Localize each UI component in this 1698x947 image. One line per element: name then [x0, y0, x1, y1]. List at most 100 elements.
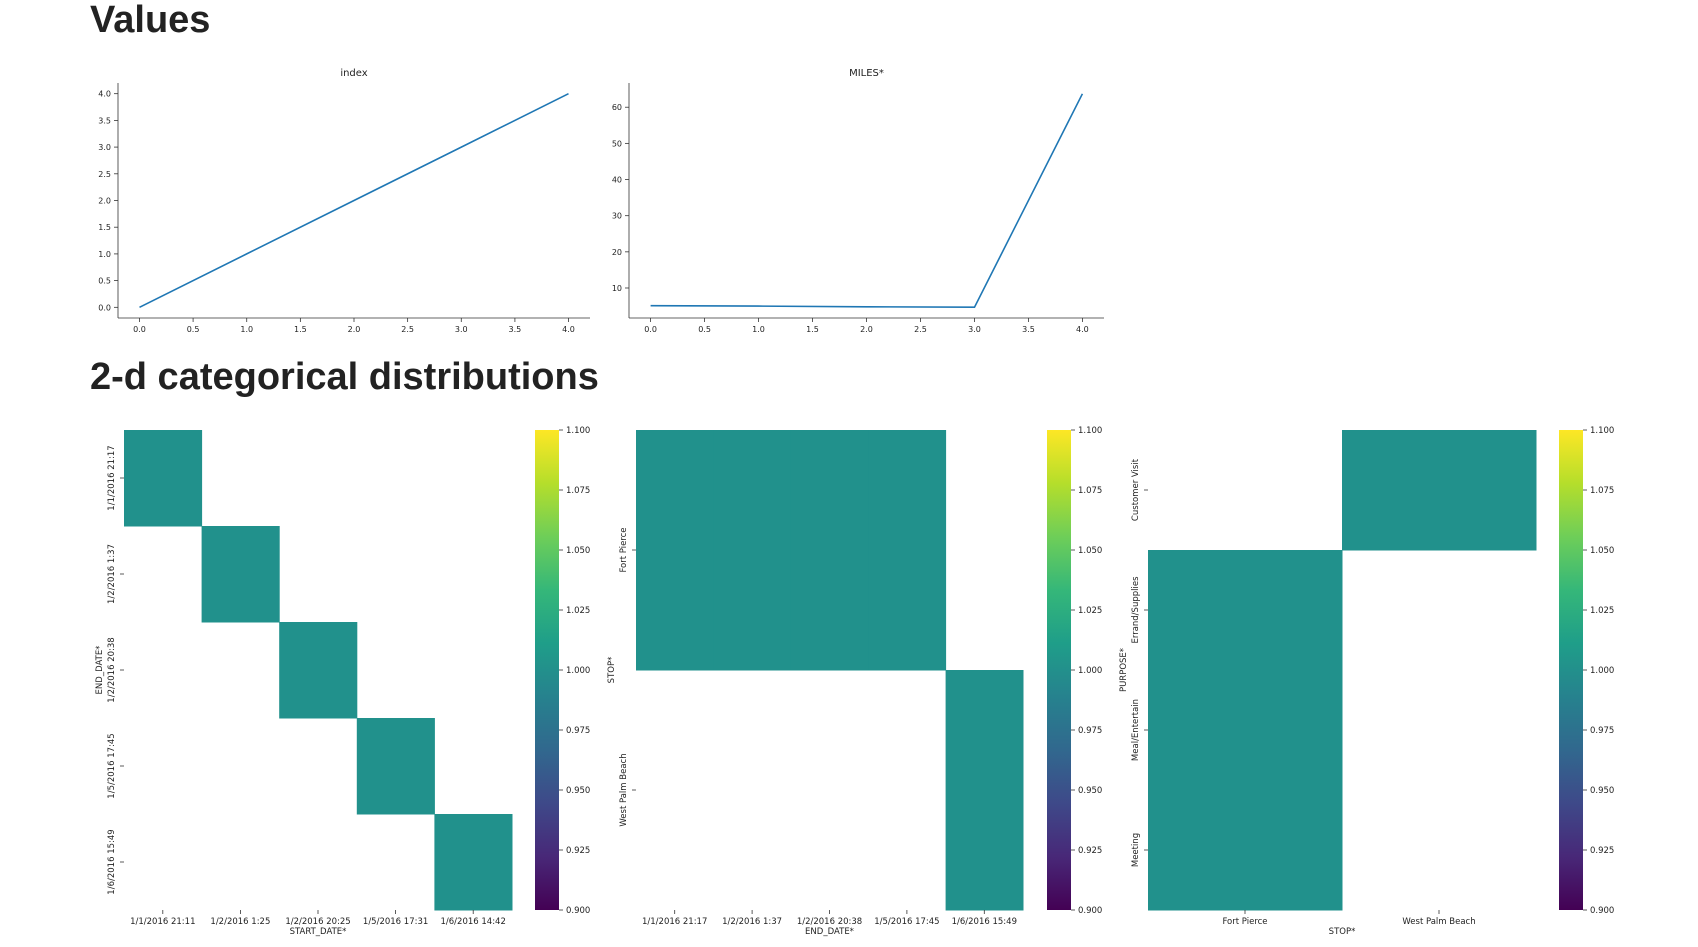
y-tick-label: 1/6/2016 15:49	[107, 829, 117, 894]
chart-title: index	[340, 68, 367, 79]
values-section-title: Values	[90, 0, 211, 41]
y-tick-label: 60	[612, 103, 622, 112]
y-tick-label: 2.0	[98, 197, 111, 206]
heatmap-cell	[124, 430, 203, 527]
y-tick-label: 2.5	[98, 170, 111, 179]
heatmap-cell	[1148, 670, 1343, 791]
colorbar-tick-label: 1.100	[1590, 426, 1614, 436]
x-tick-label: 1.0	[752, 325, 765, 334]
y-tick-label: Fort Pierce	[619, 527, 629, 572]
colorbar-tick-label: 0.975	[566, 726, 590, 736]
x-tick-label: 2.5	[914, 325, 927, 334]
x-tick-label: 1/2/2016 1:25	[210, 917, 270, 927]
x-tick-label: 1/5/2016 17:45	[874, 917, 939, 927]
y-tick-label: 1.0	[98, 250, 111, 259]
y-tick-label: 1/2/2016 20:38	[107, 637, 117, 702]
y-tick-label: 1/1/2016 21:17	[107, 445, 117, 510]
y-tick-label: Meal/Entertain	[1131, 699, 1141, 761]
x-tick-label: 0.0	[644, 325, 657, 334]
colorbar-tick-label: 1.050	[566, 546, 590, 556]
series-line	[139, 92, 569, 309]
y-axis-label: PURPOSE*	[1119, 648, 1129, 692]
x-tick-label: 1/2/2016 20:38	[797, 917, 862, 927]
x-tick-label: 3.0	[968, 325, 981, 334]
x-tick-label: 1/2/2016 20:25	[285, 917, 350, 927]
x-tick-label: 3.5	[509, 325, 522, 334]
x-axis-label: END_DATE*	[805, 927, 854, 937]
x-tick-label: 1/6/2016 14:42	[441, 917, 506, 927]
y-tick-label: 0.5	[98, 277, 111, 286]
colorbar-tick-label: 0.900	[1590, 906, 1614, 916]
x-axis-label: START_DATE*	[290, 927, 347, 937]
series-line	[650, 93, 1084, 309]
x-axis-label: STOP*	[1329, 927, 1356, 937]
y-tick-label: 1.5	[98, 223, 111, 232]
y-axis-label: END_DATE*	[95, 646, 105, 695]
colorbar-tick-label: 1.075	[566, 486, 590, 496]
y-tick-label: 1/5/2016 17:45	[107, 733, 117, 798]
colorbar-tick-label: 1.025	[1078, 606, 1102, 616]
heatmap-cell	[790, 430, 869, 671]
y-tick-label: 30	[612, 212, 622, 221]
x-tick-label: Fort Pierce	[1222, 917, 1267, 927]
heatmap-cell	[434, 814, 513, 911]
colorbar-tick-label: 1.000	[1078, 666, 1102, 676]
x-tick-label: 4.0	[1076, 325, 1089, 334]
x-tick-label: 0.0	[133, 325, 146, 334]
colorbar-tick-label: 0.950	[1590, 786, 1614, 796]
colorbar-tick-label: 0.900	[566, 906, 590, 916]
colorbar-tick-label: 0.975	[1078, 726, 1102, 736]
y-tick-label: 20	[612, 248, 622, 257]
y-tick-label: 3.0	[98, 143, 111, 152]
x-tick-label: West Palm Beach	[1402, 917, 1475, 927]
colorbar-tick-label: 0.900	[1078, 906, 1102, 916]
colorbar-tick-label: 1.050	[1078, 546, 1102, 556]
colorbar-tick-label: 1.000	[566, 666, 590, 676]
heatmap-cell	[868, 430, 947, 671]
colorbar	[535, 430, 559, 910]
x-tick-label: 4.0	[562, 325, 575, 334]
colorbar-tick-label: 0.925	[1590, 846, 1614, 856]
colorbar-tick-label: 0.950	[566, 786, 590, 796]
heatmap-cell	[1342, 430, 1537, 551]
x-tick-label: 1/1/2016 21:11	[130, 917, 195, 927]
chart-title: MILES*	[849, 68, 884, 79]
y-tick-label: Meeting	[1131, 833, 1141, 867]
heatmap-cell	[636, 430, 714, 671]
x-tick-label: 3.5	[1022, 325, 1035, 334]
heatmap-cell	[713, 430, 792, 671]
categorical-section-title: 2-d categorical distributions	[90, 356, 599, 398]
x-tick-label: 1/5/2016 17:31	[363, 917, 428, 927]
y-tick-label: 40	[612, 176, 622, 185]
x-tick-label: 1.5	[294, 325, 307, 334]
x-tick-label: 0.5	[187, 325, 200, 334]
x-tick-label: 1/6/2016 15:49	[952, 917, 1017, 927]
y-tick-label: 3.5	[98, 116, 111, 125]
heatmap-cell	[1148, 790, 1343, 911]
colorbar-tick-label: 1.075	[1590, 486, 1614, 496]
heatmap-cell	[356, 718, 435, 815]
heatmap-cell	[279, 622, 358, 719]
heatmap-cell	[1148, 550, 1343, 671]
colorbar-tick-label: 1.100	[1078, 426, 1102, 436]
y-tick-label: 50	[612, 139, 622, 148]
x-tick-label: 2.5	[401, 325, 414, 334]
y-tick-label: 4.0	[98, 90, 111, 99]
y-tick-label: West Palm Beach	[619, 753, 629, 826]
colorbar-tick-label: 0.975	[1590, 726, 1614, 736]
colorbar	[1559, 430, 1583, 910]
x-tick-label: 0.5	[698, 325, 711, 334]
colorbar-tick-label: 1.025	[566, 606, 590, 616]
y-tick-label: 10	[612, 284, 622, 293]
colorbar-tick-label: 1.000	[1590, 666, 1614, 676]
x-tick-label: 1.5	[806, 325, 819, 334]
y-tick-label: 1/2/2016 1:37	[107, 544, 117, 604]
heatmap-cell	[201, 526, 280, 623]
y-axis-label: STOP*	[607, 657, 617, 684]
colorbar-tick-label: 1.050	[1590, 546, 1614, 556]
colorbar-tick-label: 0.925	[566, 846, 590, 856]
heatmap-cell	[945, 670, 1024, 911]
colorbar-tick-label: 1.100	[566, 426, 590, 436]
x-tick-label: 1/2/2016 1:37	[722, 917, 782, 927]
